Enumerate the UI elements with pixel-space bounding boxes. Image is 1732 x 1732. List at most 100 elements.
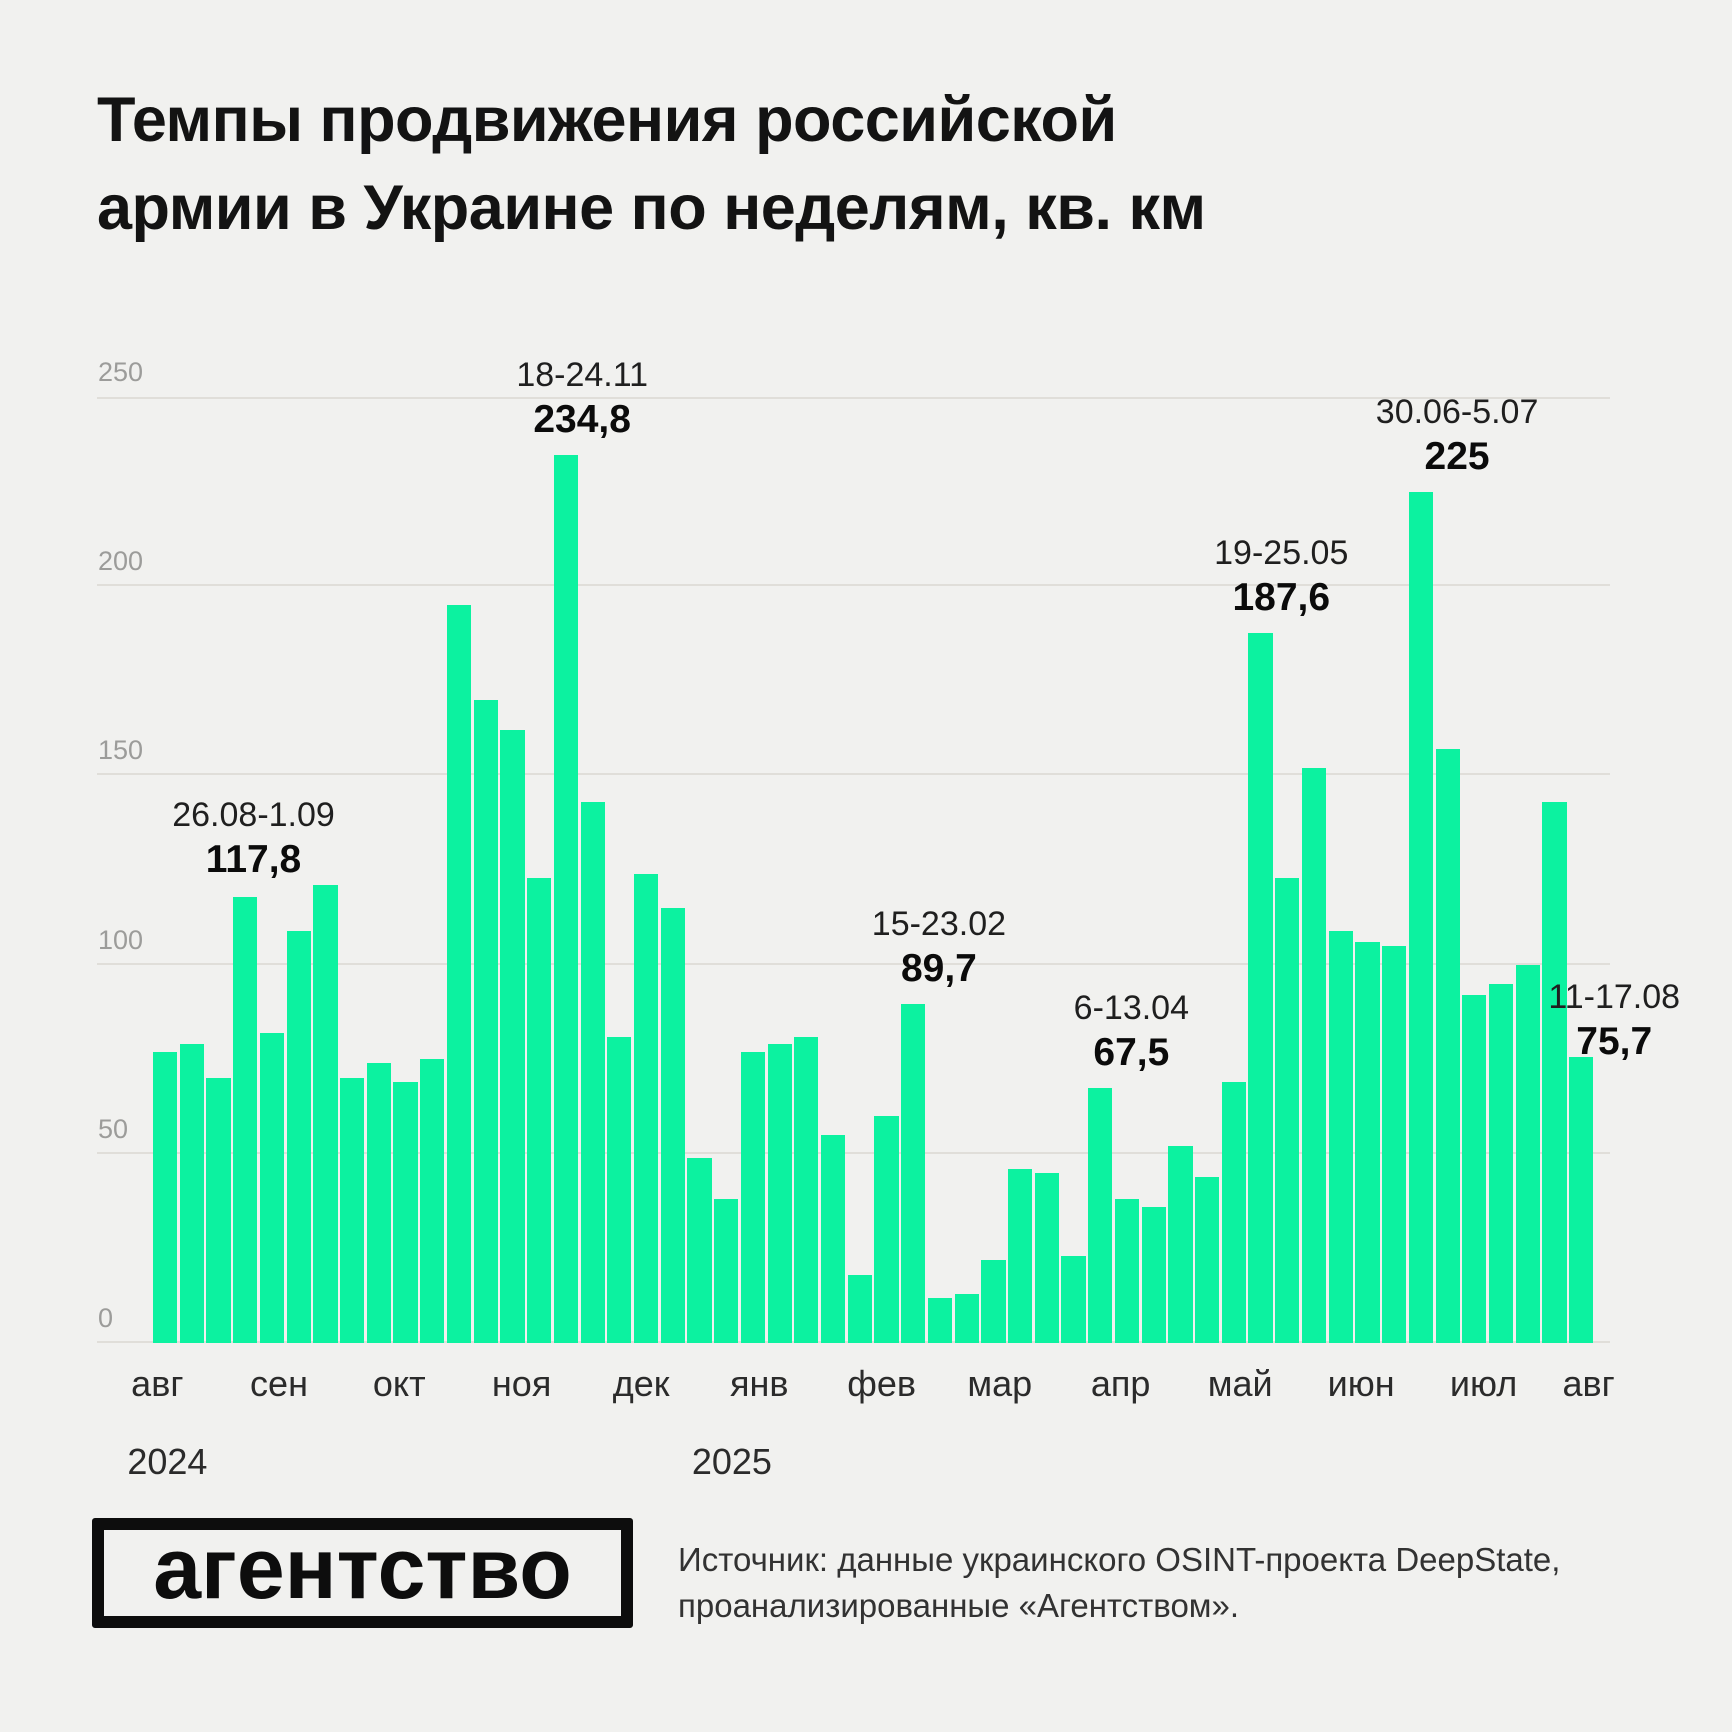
bar-week-5 (259, 1032, 285, 1343)
bar-week-29 (901, 1003, 926, 1343)
bar-week-37 (1114, 1199, 1140, 1343)
bars-row (153, 397, 1594, 1343)
bar-week-11 (420, 1059, 445, 1343)
bar-week-22 (714, 1199, 739, 1343)
bar-week-26 (820, 1134, 846, 1343)
bar-week-16 (553, 454, 578, 1343)
month-label-1-сен: сен (250, 1363, 308, 1404)
bar-week-24 (767, 1044, 792, 1343)
bar-week-17 (580, 801, 605, 1343)
bar-week-41 (1221, 1081, 1246, 1343)
bar-week-45 (1328, 930, 1353, 1343)
bar-week-13 (473, 699, 498, 1343)
annotation-date: 19-25.05 (1214, 534, 1349, 573)
bar-week-12 (446, 605, 472, 1343)
bar-week-42 (1248, 633, 1273, 1343)
bar-week-52 (1515, 964, 1540, 1343)
annotation-value: 117,8 (205, 838, 302, 882)
bar-week-25 (794, 1036, 819, 1343)
bar-week-38 (1141, 1206, 1166, 1343)
month-label-12-авг: авг (1562, 1363, 1615, 1404)
annotation-value: 225 (1424, 434, 1490, 478)
agentstvo-logo: агентство (92, 1518, 633, 1628)
bar-week-49 (1435, 748, 1460, 1343)
annotation-date: 15-23.02 (871, 904, 1007, 943)
bar-week-31 (954, 1293, 979, 1343)
bar-week-35 (1061, 1255, 1086, 1343)
bar-week-20 (660, 907, 685, 1343)
bar-week-4 (233, 897, 258, 1343)
annotation-26.08-1.09: 26.08-1.09 117,8 (172, 793, 335, 883)
bar-week-32 (981, 1259, 1006, 1343)
annotation-19-25.05: 19-25.05 187,6 (1214, 531, 1348, 621)
month-label-11-июл: июл (1449, 1363, 1518, 1404)
y-tick-label-250: 250 (98, 357, 144, 387)
bar-week-7 (313, 885, 338, 1343)
y-tick-label-50: 50 (98, 1113, 129, 1144)
y-tick-label-200: 200 (98, 546, 144, 577)
bar-week-44 (1301, 767, 1327, 1343)
month-label-3-ноя: ноя (491, 1363, 552, 1404)
y-tick-label-150: 150 (98, 735, 144, 766)
bar-week-21 (687, 1157, 712, 1343)
bar-week-50 (1462, 994, 1487, 1343)
bar-week-39 (1168, 1146, 1193, 1343)
bar-week-2 (179, 1044, 204, 1343)
annotation-value: 75,7 (1576, 1019, 1653, 1063)
gridline-250 (97, 397, 1610, 399)
bar-week-3 (206, 1078, 231, 1343)
bar-week-53 (1542, 801, 1567, 1343)
month-label-0-авг: авг (131, 1363, 184, 1404)
gridline-50 (97, 1151, 1610, 1154)
bar-week-1 (153, 1051, 178, 1343)
bar-week-28 (874, 1115, 899, 1343)
chart-title-line2: армии в Украине по неделям, кв. км (97, 173, 1206, 243)
annotation-date: 11-17.08 (1548, 977, 1681, 1016)
year-label-2025: 2025 (691, 1441, 772, 1482)
annotation-date: 6-13.04 (1073, 988, 1190, 1027)
bar-week-18 (607, 1036, 632, 1343)
annotation-value: 67,5 (1093, 1030, 1170, 1074)
year-label-2024: 2024 (127, 1441, 208, 1482)
bar-chart-plot-area: 0 50 100 150 200 250 26.08-1.09 117,8 18-24.11 23… (97, 356, 1680, 1343)
bar-week-8 (340, 1078, 365, 1343)
bar-week-34 (1034, 1172, 1059, 1343)
annotation-6-13.04: 6-13.04 67,5 (1074, 986, 1189, 1076)
y-tick-label-0: 0 (98, 1303, 114, 1333)
month-label-2-окт: окт (372, 1363, 426, 1404)
bar-week-46 (1355, 941, 1380, 1343)
bar-week-51 (1488, 983, 1514, 1343)
bar-week-54 (1569, 1056, 1594, 1343)
annotation-value: 187,6 (1232, 576, 1331, 620)
month-label-4-дек: дек (612, 1363, 670, 1404)
annotation-date: 26.08-1.09 (172, 796, 335, 835)
gridline-200 (97, 584, 1610, 587)
annotation-date: 18-24.11 (516, 355, 649, 394)
annotation-value: 234,8 (533, 397, 631, 441)
bar-week-33 (1008, 1168, 1033, 1343)
bar-week-36 (1088, 1087, 1113, 1343)
bar-week-10 (393, 1081, 418, 1343)
annotation-30.06-5.07: 30.06-5.07 225 (1376, 390, 1539, 480)
annotation-18-24.11: 18-24.11 234,8 (516, 353, 648, 443)
bar-week-30 (927, 1297, 953, 1343)
month-label-6-фев: фев (847, 1363, 917, 1404)
month-label-7-мар: мар (967, 1363, 1033, 1404)
gridline-100 (97, 962, 1610, 965)
bar-week-40 (1195, 1176, 1220, 1343)
gridline-150 (97, 773, 1610, 776)
annotation-value: 89,7 (900, 946, 977, 990)
month-label-8-апр: апр (1090, 1363, 1151, 1404)
bar-week-47 (1382, 945, 1407, 1343)
y-tick-label-100: 100 (98, 924, 144, 955)
annotation-15-23.02: 15-23.02 89,7 (872, 902, 1006, 992)
month-label-9-май: май (1207, 1363, 1273, 1404)
month-label-10-июн: июн (1327, 1363, 1395, 1404)
source-line2: проанализированные «Агентством». (678, 1587, 1239, 1624)
bar-week-9 (366, 1062, 391, 1343)
source-note: Источник: данные украинского OSINT-проек… (678, 1537, 1560, 1629)
bar-week-14 (500, 730, 525, 1343)
bar-week-27 (847, 1274, 872, 1343)
bar-week-43 (1275, 877, 1300, 1343)
chart-title: Темпы продвижения российской армии в Укра… (97, 76, 1206, 252)
